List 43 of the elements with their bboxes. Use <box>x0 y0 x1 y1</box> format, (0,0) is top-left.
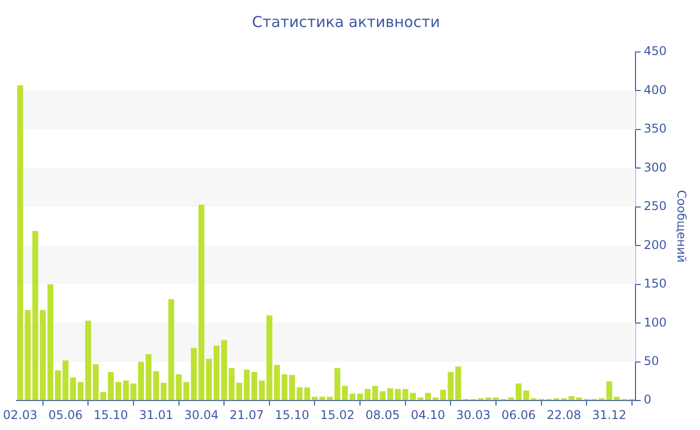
x-tick-label: 31.01 <box>138 408 174 422</box>
bar <box>319 396 326 400</box>
bar <box>168 299 174 400</box>
x-tick-label: 30.03 <box>456 408 490 422</box>
x-tick-label: 15.02 <box>320 408 355 422</box>
x-tick-label: 15.10 <box>274 408 310 422</box>
bar <box>394 388 401 400</box>
y-tick-label: 300 <box>644 160 667 174</box>
bar <box>32 230 38 400</box>
y-axis-title: Сообщений <box>674 190 689 263</box>
x-tick-label: 30.04 <box>184 408 219 422</box>
y-tick-label: 100 <box>644 315 667 330</box>
x-tick-label: 02.03 <box>2 408 38 422</box>
bar <box>244 370 250 400</box>
chart-title: Статистика активности <box>252 12 440 31</box>
x-tick-label: 31.12 <box>592 408 626 422</box>
y-tick-label: 250 <box>644 199 667 214</box>
bar <box>251 372 258 400</box>
bar <box>176 374 182 400</box>
y-tick-label: 450 <box>644 44 667 58</box>
x-tick-label: 05.06 <box>48 408 83 422</box>
y-tick-label: 350 <box>644 122 667 136</box>
y-tick-label: 400 <box>644 82 667 97</box>
bar <box>455 366 462 400</box>
bar <box>100 392 106 400</box>
y-tick-label: 200 <box>644 238 667 252</box>
x-tick-label: 21.07 <box>230 408 264 422</box>
y-tick-label: 0 <box>644 392 652 407</box>
bar <box>17 85 24 400</box>
bar <box>387 388 394 400</box>
x-tick-label: 04.10 <box>410 408 446 422</box>
x-tick-label: 22.08 <box>546 408 582 422</box>
y-tick-label: 150 <box>644 276 667 291</box>
bar <box>236 382 242 400</box>
bar <box>606 381 612 400</box>
x-tick-label: 08.05 <box>366 408 400 422</box>
bar <box>108 372 114 400</box>
y-tick-label: 50 <box>644 354 659 368</box>
x-tick-label: 15.10 <box>94 408 128 422</box>
bar <box>92 364 99 400</box>
x-tick-label: 06.06 <box>501 408 536 422</box>
bar <box>312 396 318 400</box>
bar <box>24 310 31 400</box>
